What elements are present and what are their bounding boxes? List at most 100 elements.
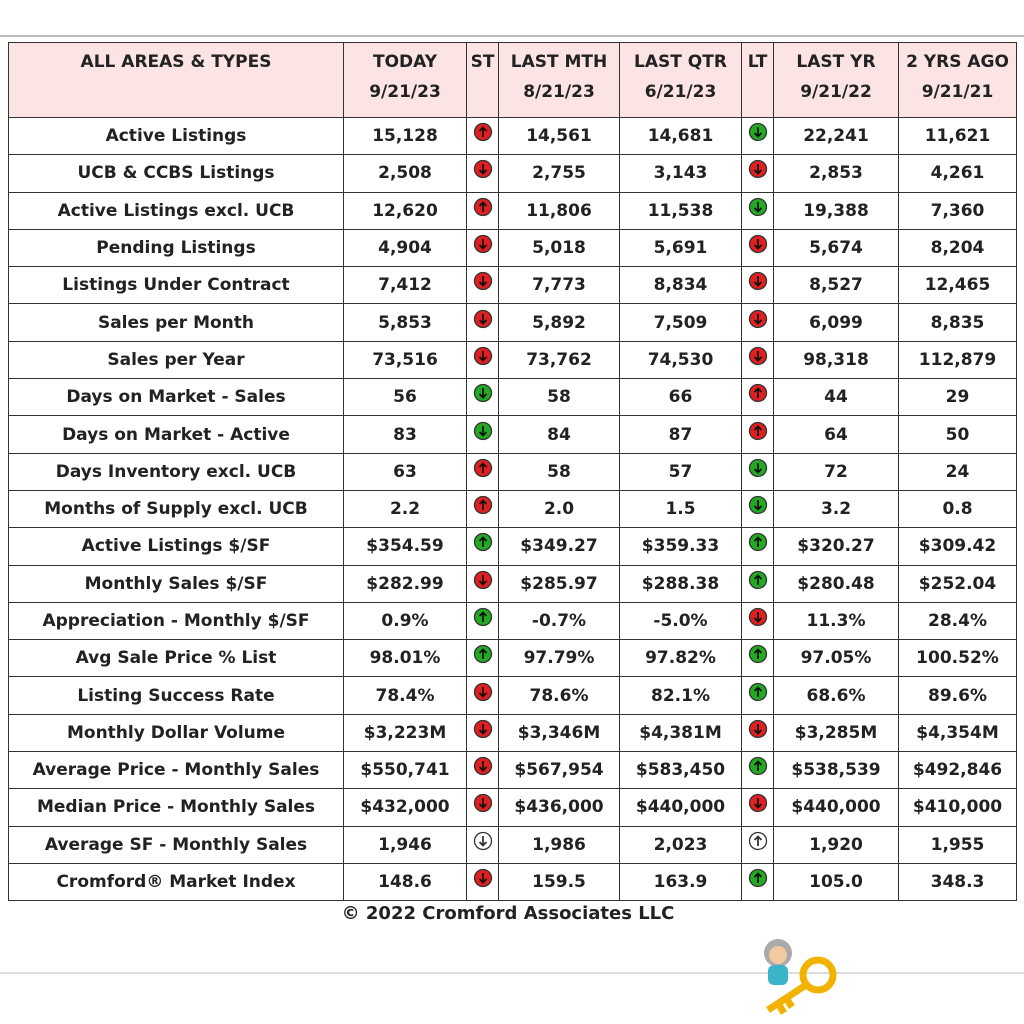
- icon-arrow: [478, 276, 487, 288]
- cell-text: Sales per Month: [97, 312, 255, 333]
- header-cell: TODAY 9/21/23: [343, 42, 467, 118]
- table-row: Median Price - Monthly Sales $432,000 $436…: [8, 788, 1017, 827]
- cell-text: 4,904: [378, 238, 432, 259]
- value-cell: $440,000: [773, 788, 899, 827]
- cell-text: $285.97: [520, 573, 598, 594]
- cell-text: 2.0: [543, 499, 575, 520]
- cell-text: 7,773: [532, 275, 586, 296]
- value-cell: 163.9: [619, 862, 742, 902]
- value-cell: 105.0: [773, 862, 899, 902]
- cell-text: $538,539: [791, 760, 881, 781]
- cell-text: 73,762: [526, 349, 592, 370]
- trend-icon: [473, 421, 492, 440]
- cell-text: $280.48: [797, 573, 875, 594]
- value-cell: 6,099: [773, 303, 899, 342]
- value-cell: $3,223M: [343, 713, 467, 753]
- cell-text: 89.6%: [928, 685, 987, 706]
- value-cell: 29: [898, 378, 1017, 417]
- trend-icon: [473, 868, 492, 888]
- cell-text: 5,018: [532, 238, 586, 259]
- cell-text: Average Price - Monthly Sales: [32, 760, 320, 781]
- trend-cell: [741, 116, 774, 156]
- cell-text: 1,955: [930, 834, 985, 855]
- trend-icon: [473, 757, 492, 776]
- icon-arrow: [478, 574, 487, 586]
- icon-arrow: [478, 873, 487, 884]
- cell-text: 112,879: [918, 349, 997, 370]
- trend-icon: [748, 719, 767, 739]
- trend-icon: [748, 346, 767, 366]
- header-text: TODAY: [373, 52, 437, 72]
- trend-icon: [473, 495, 492, 515]
- value-cell: 2.0: [498, 489, 620, 529]
- value-cell: 0.8: [898, 489, 1017, 529]
- cell-text: $440,000: [791, 797, 881, 818]
- icon-arrow: [753, 723, 762, 735]
- value-cell: 14,561: [498, 116, 620, 156]
- table-row: Active Listings $/SF $354.59 $349.27 $359.3…: [8, 527, 1017, 566]
- cell-text: 73,516: [372, 349, 438, 370]
- trend-icon: [748, 682, 767, 701]
- cell-text: Days on Market - Active: [62, 424, 290, 445]
- trend-icon: [748, 794, 767, 813]
- icon-arrow: [478, 761, 487, 772]
- cell-text: 3,143: [653, 163, 708, 184]
- value-cell: 5,892: [498, 303, 620, 342]
- value-cell: 348.3: [898, 862, 1017, 902]
- trend-icon: [748, 607, 767, 627]
- trend-cell: [741, 228, 774, 268]
- row-label: Cromford® Market Index: [8, 862, 344, 902]
- icon-arrow: [753, 424, 762, 436]
- row-label: Appreciation - Monthly $/SF: [8, 601, 344, 641]
- value-cell: 78.4%: [343, 676, 467, 715]
- icon-arrow: [753, 127, 762, 138]
- value-cell: $282.99: [343, 564, 467, 603]
- icon-arrow: [478, 798, 487, 810]
- header-text: LAST YR: [796, 52, 876, 72]
- value-cell: $354.59: [343, 527, 467, 566]
- value-cell: 87: [619, 415, 742, 454]
- value-cell: 68.6%: [773, 676, 899, 715]
- value-cell: 98.01%: [343, 639, 467, 678]
- trend-cell: [741, 489, 774, 529]
- trend-cell: [466, 154, 499, 193]
- cell-text: 98.01%: [369, 648, 441, 669]
- cell-text: Days Inventory excl. UCB: [55, 461, 297, 482]
- cell-text: 24: [945, 461, 970, 482]
- footer: © 2022 Cromford Associates LLC: [341, 903, 675, 924]
- cell-text: $354.59: [366, 536, 444, 557]
- table-row: Active Listings 15,128 14,561 14,681 22,241 1…: [8, 116, 1017, 156]
- header-cell: LAST QTR 6/21/23: [619, 42, 742, 118]
- value-cell: 98,318: [773, 340, 899, 380]
- table-row: Appreciation - Monthly $/SF 0.9% -0.7% -5.0…: [8, 601, 1017, 641]
- trend-cell: [466, 713, 499, 753]
- value-cell: 7,360: [898, 191, 1017, 230]
- cell-text: 64: [824, 424, 848, 445]
- trend-cell: [741, 527, 774, 566]
- trend-icon: [748, 309, 767, 328]
- trend-cell: [741, 266, 774, 305]
- value-cell: 1,920: [773, 825, 899, 864]
- cell-text: 8,204: [930, 238, 985, 259]
- value-cell: $320.27: [773, 527, 899, 566]
- cell-text: $3,285M: [794, 722, 878, 743]
- header-text: 8/21/23: [523, 82, 595, 102]
- value-cell: $567,954: [498, 751, 620, 790]
- trend-icon: [473, 458, 492, 477]
- cell-text: 4,261: [930, 163, 985, 184]
- trend-cell: [466, 415, 499, 454]
- icon-arrow: [478, 611, 487, 622]
- cell-text: 159.5: [532, 872, 586, 893]
- cell-text: Appreciation - Monthly $/SF: [42, 611, 310, 631]
- trend-cell: [466, 340, 499, 380]
- value-cell: 1.5: [619, 489, 742, 529]
- row-label: Days Inventory excl. UCB: [8, 452, 344, 491]
- trend-icon: [473, 160, 492, 179]
- value-cell: 0.9%: [343, 601, 467, 641]
- icon-arrow: [478, 835, 487, 847]
- row-label: Monthly Sales $/SF: [8, 564, 344, 603]
- value-cell: $3,346M: [498, 713, 620, 753]
- cell-text: $440,000: [635, 797, 726, 818]
- cell-text: 2.2: [389, 499, 421, 520]
- icon-arrow: [753, 239, 762, 250]
